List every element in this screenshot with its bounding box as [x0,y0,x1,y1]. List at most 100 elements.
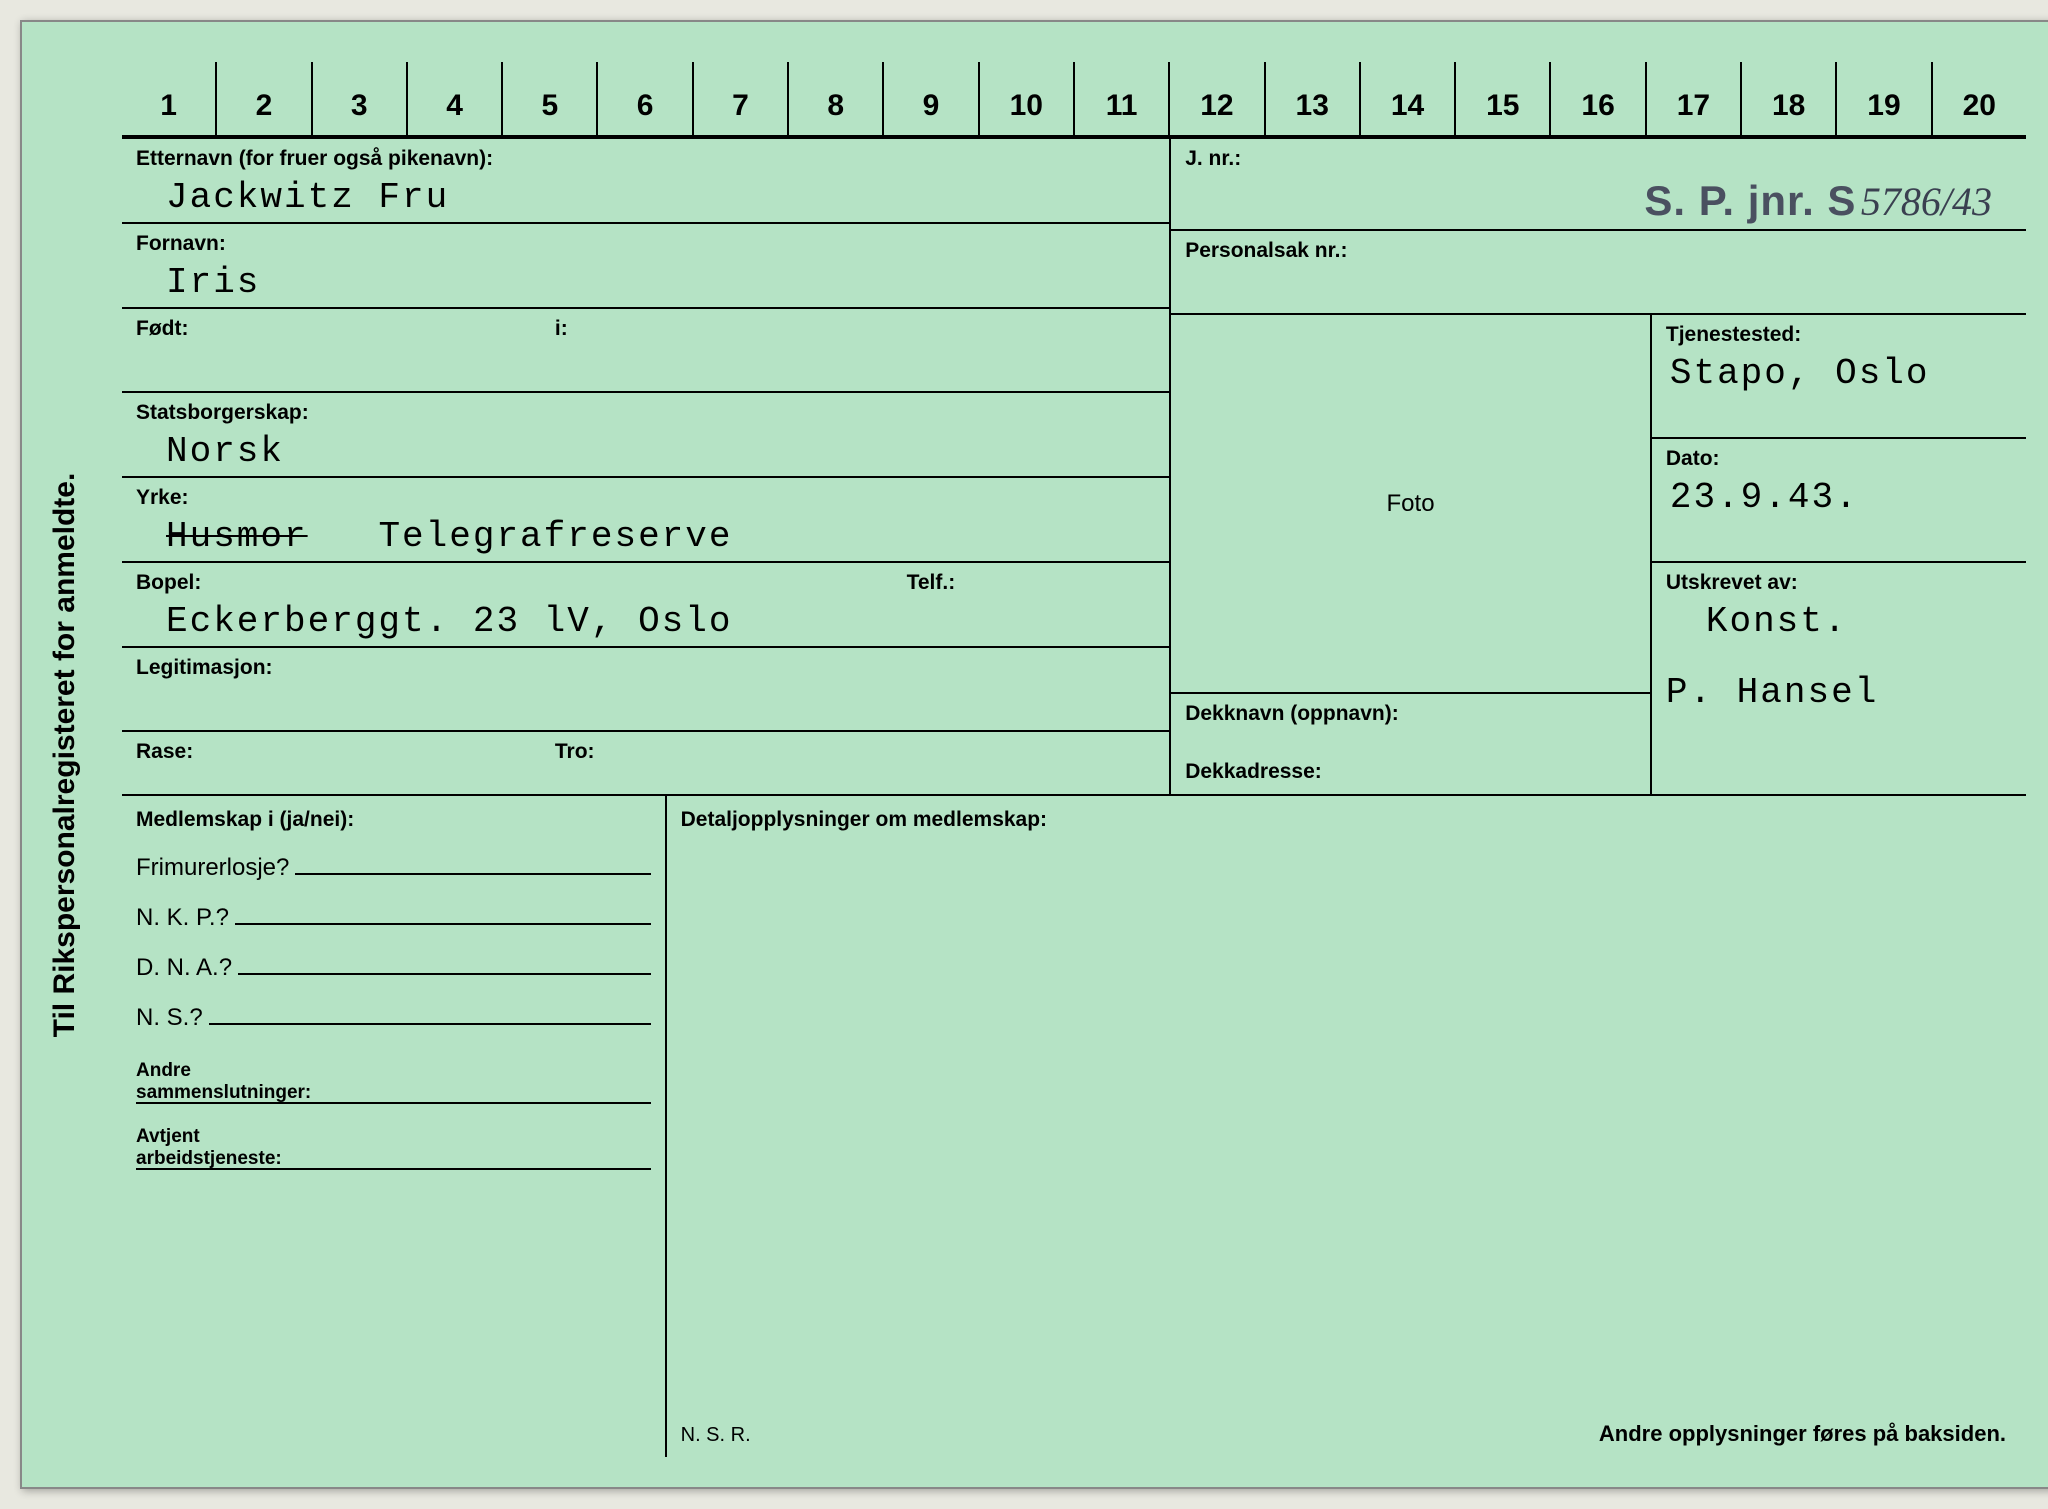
card-content: 1 2 3 4 5 6 7 8 9 10 11 12 13 14 15 16 1… [122,62,2026,1457]
ruler-cell: 19 [1835,62,1930,135]
value-dato: 23.9.43. [1666,477,2012,518]
number-ruler: 1 2 3 4 5 6 7 8 9 10 11 12 13 14 15 16 1… [122,62,2026,137]
main-grid: Etternavn (for fruer også pikenavn): Jac… [122,137,2026,1457]
value-yrke: Husmor Telegrafreserve [136,516,1155,557]
field-utskrevet: Utskrevet av: Konst. P. Hansel [1652,561,2026,795]
ruler-cell: 7 [692,62,787,135]
field-fornavn: Fornavn: Iris [122,222,1169,307]
ruler-cell: 5 [501,62,596,135]
item-nkp: N. K. P.? [136,904,651,932]
field-personalsak: Personalsak nr.: [1171,229,2026,313]
label-rase: Rase: [136,740,527,764]
value-legitimasjon [136,686,1155,726]
label-frimurerlosje: Frimurerlosje? [136,854,289,882]
ruler-cell: 10 [978,62,1073,135]
field-tjenestested: Tjenestested: Stapo, Oslo [1652,313,2026,437]
value-tro [555,770,1155,790]
ruler-cell: 8 [787,62,882,135]
value-etternavn: Jackwitz Fru [136,177,1155,218]
field-fodt-i: i: [541,307,1169,391]
label-telf: Telf.: [907,571,956,595]
photo-box: Foto [1171,313,1650,692]
value-jnr-stamp: S. P. jnr. S [1644,177,1856,224]
field-rase: Rase: [122,730,541,794]
value-personalsak [1185,269,2012,309]
ruler-cell: 13 [1264,62,1359,135]
photo-dekk-col: Foto Dekknavn (oppnavn): Dekkadresse: [1171,313,1650,794]
field-legitimasjon: Legitimasjon: [122,646,1169,730]
ruler-cell: 1 [122,62,215,135]
lower-section: Medlemskap i (ja/nei): Frimurerlosje? N.… [122,794,2026,1457]
left-column: Etternavn (for fruer også pikenavn): Jac… [122,137,1169,794]
label-utskrevet: Utskrevet av: [1666,571,2012,595]
ruler-cell: 17 [1645,62,1740,135]
label-legitimasjon: Legitimasjon: [136,656,1155,680]
field-tro: Tro: [541,730,1169,794]
value-statsborgerskap: Norsk [136,431,1155,472]
details-column: Detaljopplysninger om medlemskap: N. S. … [665,796,2026,1457]
ruler-cell: 15 [1454,62,1549,135]
vertical-title: Til Rikspersonalregisteret for anmeldte. [48,355,82,1155]
item-ns: N. S.? [136,1004,651,1032]
ruler-cell: 9 [882,62,977,135]
label-bopel: Bopel: [136,571,201,595]
label-jnr: J. nr.: [1185,147,2012,171]
ruler-cell: 11 [1073,62,1168,135]
ruler-cell: 2 [215,62,310,135]
label-dekknavn: Dekknavn (oppnavn): [1185,702,1636,726]
label-medlemskap: Medlemskap i (ja/nei): [136,808,651,832]
ruler-cell: 18 [1740,62,1835,135]
field-yrke: Yrke: Husmor Telegrafreserve [122,476,1169,561]
field-dato: Dato: 23.9.43. [1652,437,2026,561]
label-avtjent: Avtjent arbeidstjeneste: [136,1126,651,1170]
line [209,1005,651,1025]
label-statsborgerskap: Statsborgerskap: [136,401,1155,425]
label-personalsak: Personalsak nr.: [1185,239,2012,263]
label-etternavn: Etternavn (for fruer også pikenavn): [136,147,1155,171]
field-bopel: Bopel: Telf.: Eckerberggt. 23 lV, Oslo [122,561,1169,646]
item-frimurerlosje: Frimurerlosje? [136,854,651,882]
label-fornavn: Fornavn: [136,232,1155,256]
ruler-cell: 12 [1168,62,1263,135]
label-yrke: Yrke: [136,486,1155,510]
label-dekkadresse: Dekkadresse: [1185,760,1636,784]
meta-col: Tjenestested: Stapo, Oslo Dato: 23.9.43.… [1650,313,2026,794]
label-nsr: N. S. R. [681,1424,751,1447]
label-tro: Tro: [555,740,1155,764]
field-jnr: J. nr.: S. P. jnr. S 5786/43 [1171,137,2026,229]
label-andre-samm: Andre sammenslutninger: [136,1060,651,1104]
registration-card: Til Rikspersonalregisteret for anmeldte.… [20,20,2048,1489]
field-statsborgerskap: Statsborgerskap: Norsk [122,391,1169,476]
value-jnr-hand: 5786/43 [1861,179,1992,224]
ruler-cell: 4 [406,62,501,135]
ruler-cell: 3 [311,62,406,135]
field-fodt: Født: [122,307,541,391]
field-dekknavn: Dekknavn (oppnavn): Dekkadresse: [1171,692,1650,794]
line [238,955,651,975]
label-dna: D. N. A.? [136,954,232,982]
label-tjenestested: Tjenestested: [1666,323,2012,347]
label-fodt: Født: [136,317,527,341]
ruler-cell: 14 [1359,62,1454,135]
ruler-cell: 16 [1549,62,1644,135]
label-detaljopplysninger: Detaljopplysninger om medlemskap: [681,808,2012,832]
right-column: J. nr.: S. P. jnr. S 5786/43 Personalsak… [1169,137,2026,794]
field-etternavn: Etternavn (for fruer også pikenavn): Jac… [122,137,1169,222]
right-inner: Foto Dekknavn (oppnavn): Dekkadresse: Tj… [1171,313,2026,794]
value-rase [136,770,527,790]
ruler-cell: 20 [1931,62,2026,135]
value-utskrevet2: P. Hansel [1666,672,2012,713]
item-dna: D. N. A.? [136,954,651,982]
value-fornavn: Iris [136,262,1155,303]
value-yrke-main: Telegrafreserve [378,516,732,557]
label-dato: Dato: [1666,447,2012,471]
value-yrke-struck: Husmor [166,516,308,557]
line [235,905,651,925]
value-fodt-i [555,347,1155,387]
value-tjenestested: Stapo, Oslo [1666,353,2012,394]
ruler-cell: 6 [596,62,691,135]
label-fodt-i: i: [555,317,1155,341]
value-fodt [136,347,527,387]
upper-section: Etternavn (for fruer også pikenavn): Jac… [122,137,2026,794]
value-utskrevet: Konst. [1666,601,2012,642]
